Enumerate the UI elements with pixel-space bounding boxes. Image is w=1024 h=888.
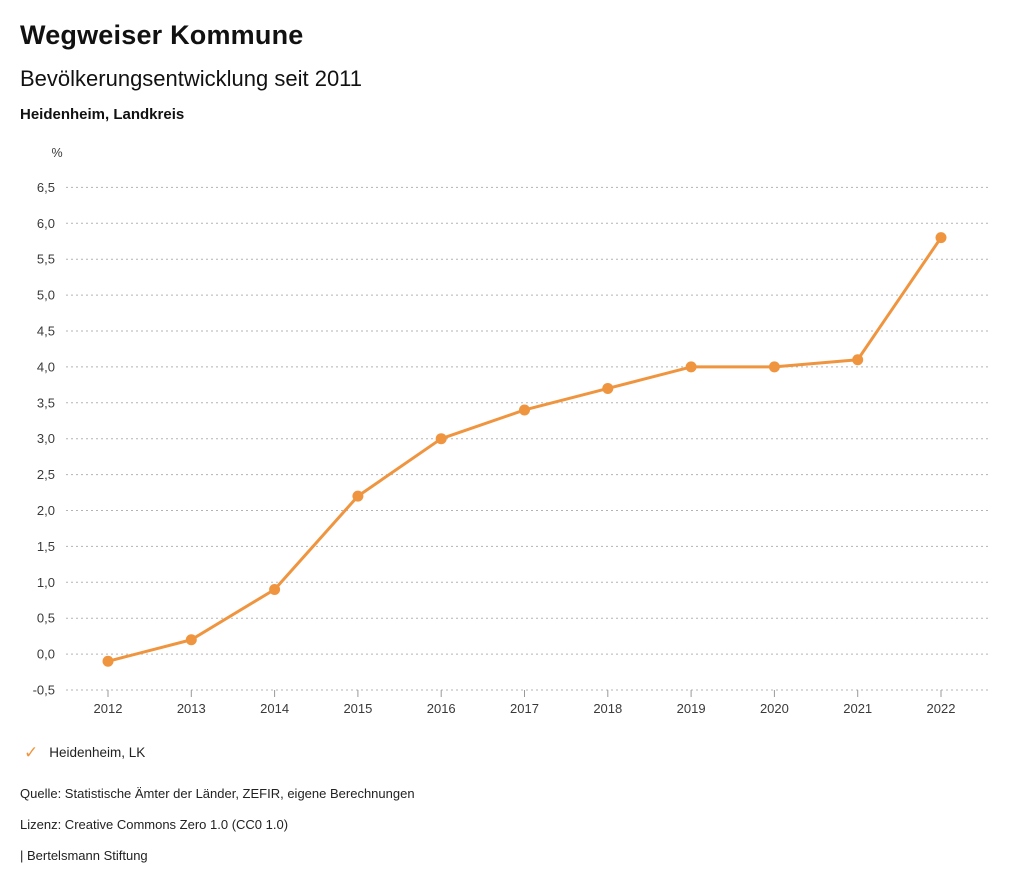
y-tick-label: 4,0 (37, 359, 55, 374)
y-tick-label: 0,5 (37, 611, 55, 626)
y-tick-label: 4,5 (37, 324, 55, 339)
x-axis-labels: 2012 2013 2014 2015 2016 2017 2018 2019 2020 2021… (94, 701, 956, 716)
y-tick-label: 6,0 (37, 216, 55, 231)
y-tick-label: 0,0 (37, 647, 55, 662)
y-tick-label: 2,5 (37, 467, 55, 482)
x-tick-label: 2017 (510, 701, 539, 716)
data-point-2021[interactable] (852, 354, 864, 366)
checkmark-icon: ✓ (24, 743, 39, 762)
data-point-2017[interactable] (519, 404, 530, 416)
legend-item-heidenheim[interactable]: ✓ Heidenheim, LK (24, 744, 145, 761)
x-tick-label: 2012 (94, 701, 123, 716)
data-point-2022[interactable] (935, 232, 947, 244)
x-tick-label: 2022 (927, 701, 956, 716)
region-label: Heidenheim, Landkreis (20, 106, 185, 123)
x-tick-label: 2018 (593, 701, 622, 716)
x-tick-label: 2016 (427, 701, 456, 716)
data-point-2016[interactable] (435, 433, 447, 445)
series-heidenheim-lk (102, 232, 947, 667)
x-tick-label: 2021 (843, 701, 872, 716)
y-tick-label: 3,5 (37, 395, 55, 410)
y-tick-label: 1,5 (37, 539, 55, 554)
y-tick-label: 5,0 (37, 288, 55, 303)
license-note: Lizenz: Creative Commons Zero 1.0 (CC0 1… (20, 817, 289, 832)
legend-label: Heidenheim, LK (49, 745, 146, 760)
y-tick-label: 3,0 (37, 431, 55, 446)
y-axis-labels: -0,5 0,0 0,5 1,0 1,5 2,0 2,5 3,0 3,5 4,0 4,5 5,0 5,5… (33, 180, 55, 698)
brand-note: | Bertelsmann Stiftung (20, 848, 148, 863)
data-point-2012[interactable] (102, 655, 114, 667)
x-tick-label: 2015 (343, 701, 372, 716)
y-axis-unit-label: % (51, 146, 63, 160)
data-point-2018[interactable] (602, 382, 614, 394)
y-tick-label: 6,5 (37, 180, 55, 195)
data-point-2015[interactable] (352, 490, 364, 502)
y-tick-label: 1,0 (37, 575, 55, 590)
x-tick-label: 2013 (177, 701, 206, 716)
data-point-2013[interactable] (185, 634, 197, 646)
data-point-2014[interactable] (269, 583, 281, 595)
x-tick-label: 2019 (677, 701, 706, 716)
series-line (106, 236, 943, 663)
y-tick-label: -0,5 (33, 683, 55, 698)
x-axis-ticks (107, 690, 942, 697)
data-point-2020[interactable] (768, 361, 780, 373)
y-tick-label: 5,5 (37, 252, 55, 267)
gridlines (66, 186, 990, 691)
page-title: Wegweiser Kommune (20, 20, 304, 50)
y-tick-label: 2,0 (37, 503, 55, 518)
data-point-2019[interactable] (685, 361, 697, 373)
x-tick-label: 2014 (260, 701, 289, 716)
x-tick-label: 2020 (760, 701, 789, 716)
source-note: Quelle: Statistische Ämter der Länder, Z… (20, 786, 415, 801)
chart-title: Bevölkerungsentwicklung seit 2011 (20, 66, 363, 91)
